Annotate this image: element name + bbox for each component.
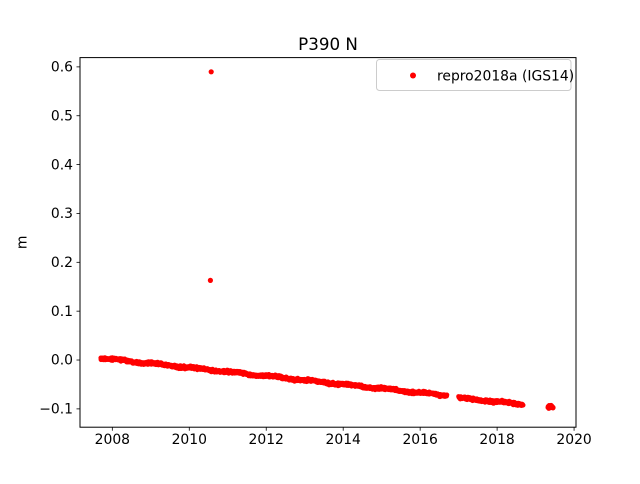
- legend: repro2018a (IGS14): [376, 59, 574, 91]
- x-tick-label: 2014: [326, 432, 362, 448]
- legend-marker-icon: [410, 72, 416, 79]
- chart-title: P390 N: [298, 34, 358, 54]
- x-axis: 2008 2010 2012 2014 2016 2018 2020: [95, 427, 592, 448]
- x-tick-label: 2008: [95, 432, 130, 448]
- y-axis: 0.6 0.5 0.4 0.3 0.2 0.1 0.0 −0.1: [39, 60, 80, 418]
- y-axis-label: m: [15, 236, 31, 250]
- legend-label: repro2018a (IGS14): [437, 69, 574, 85]
- y-tick-label: 0.4: [51, 157, 73, 173]
- y-tick-label: 0.3: [51, 206, 73, 222]
- x-tick-label: 2010: [172, 432, 207, 448]
- data-point: [550, 405, 556, 410]
- data-point: [520, 402, 526, 408]
- data-point: [444, 392, 450, 398]
- y-tick-label: −0.1: [39, 402, 73, 418]
- x-tick-label: 2016: [402, 432, 437, 448]
- outlier-point: [208, 69, 214, 75]
- y-tick-label: 0.5: [51, 108, 73, 124]
- series-repro2018a-igs14-: [98, 69, 556, 411]
- y-tick-label: 0.2: [51, 255, 73, 271]
- y-tick-label: 0.0: [51, 353, 73, 369]
- scatter-series: [98, 69, 556, 411]
- x-tick-label: 2012: [249, 432, 284, 448]
- legend-box: [376, 59, 572, 91]
- x-tick-label: 2018: [479, 432, 514, 448]
- y-tick-label: 0.6: [51, 60, 73, 76]
- y-tick-label: 0.1: [51, 304, 73, 320]
- axes-spines: [79, 57, 577, 428]
- outlier-point: [207, 277, 213, 283]
- plot-area: [80, 57, 576, 428]
- x-tick-label: 2020: [556, 432, 591, 448]
